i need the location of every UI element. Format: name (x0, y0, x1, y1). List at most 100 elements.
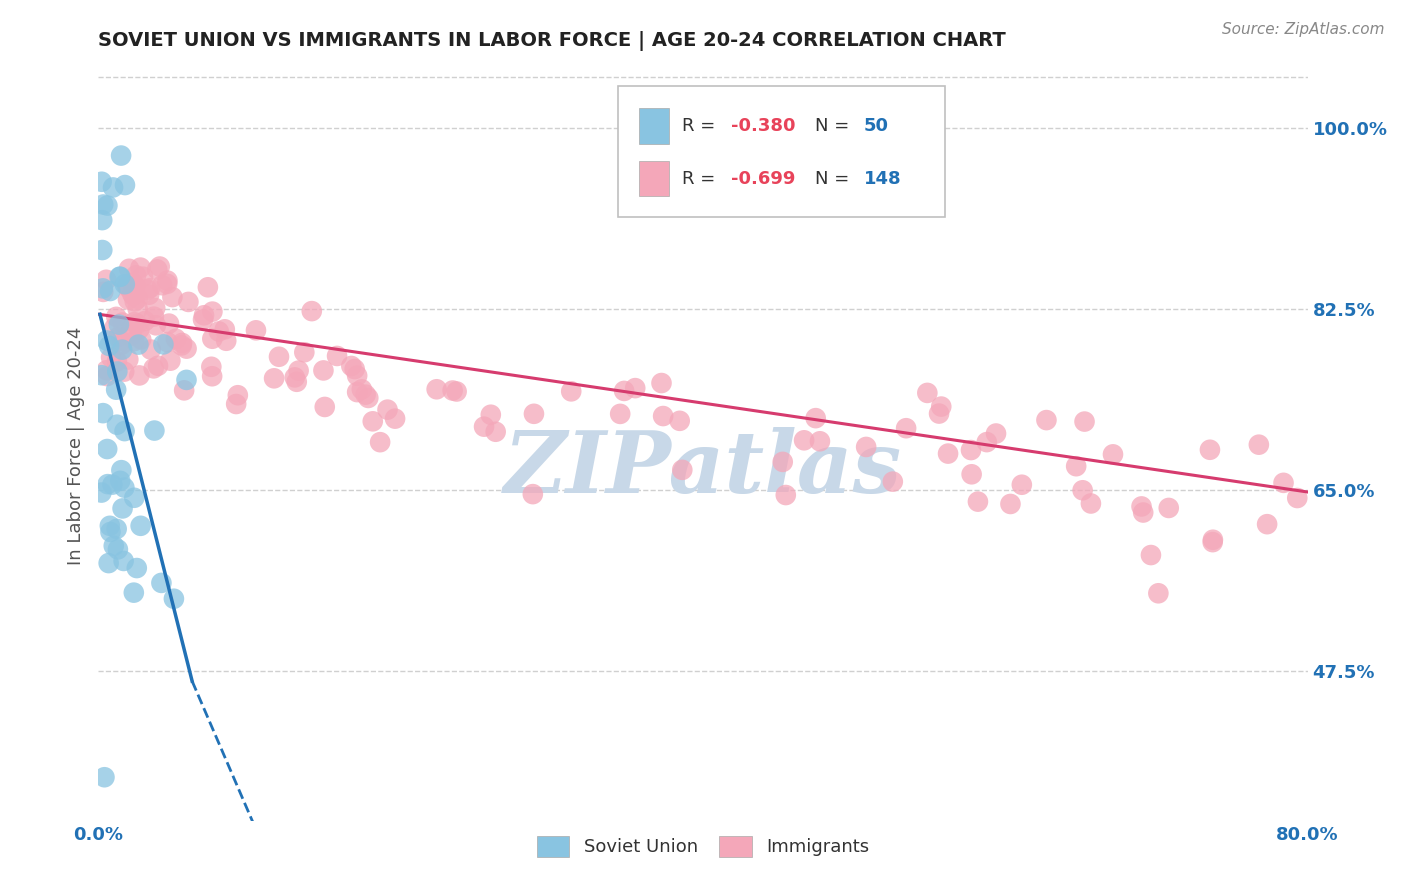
Point (671, 463, 693, 477)
Point (110, 148, 132, 162)
Point (301, 304, 323, 318)
Point (138, 287, 160, 301)
Point (139, 343, 162, 357)
Point (245, 323, 267, 337)
Point (267, 350, 290, 364)
Point (149, 260, 172, 274)
Text: SOVIET UNION VS IMMIGRANTS IN LABOR FORCE | AGE 20-24 CORRELATION CHART: SOVIET UNION VS IMMIGRANTS IN LABOR FORC… (98, 31, 1007, 52)
Point (121, 321, 143, 335)
Point (326, 349, 349, 363)
Point (111, 501, 134, 516)
Point (159, 353, 181, 368)
Point (90, 368, 112, 383)
Point (98, 518, 121, 533)
Point (624, 381, 647, 395)
Point (441, 384, 464, 398)
Point (150, 278, 173, 293)
Point (127, 301, 149, 316)
Text: R =: R = (682, 169, 721, 187)
Point (263, 371, 285, 385)
Point (609, 407, 631, 421)
Point (101, 477, 124, 491)
FancyBboxPatch shape (638, 161, 669, 196)
Point (98, 339, 121, 353)
Text: Source: ZipAtlas.com: Source: ZipAtlas.com (1222, 22, 1385, 37)
Point (292, 345, 315, 359)
Point (127, 292, 149, 306)
Point (114, 424, 136, 438)
Point (201, 304, 224, 318)
Point (112, 554, 135, 568)
Point (446, 384, 468, 399)
Point (1132, 506, 1154, 520)
Point (346, 368, 368, 383)
Point (125, 317, 148, 331)
Point (772, 455, 794, 469)
Point (156, 277, 179, 291)
Point (111, 316, 134, 330)
Point (652, 409, 675, 423)
Point (976, 435, 998, 450)
Point (855, 440, 877, 454)
Point (121, 286, 143, 301)
Point (108, 318, 131, 332)
Point (146, 359, 169, 373)
Point (142, 310, 165, 324)
Point (122, 585, 145, 599)
Point (129, 260, 152, 275)
Point (146, 262, 169, 277)
Point (917, 385, 939, 400)
Point (176, 342, 198, 356)
Point (361, 414, 384, 428)
Point (100, 351, 122, 365)
Text: R =: R = (682, 117, 721, 135)
Point (357, 391, 380, 405)
Point (132, 269, 155, 284)
Text: -0.380: -0.380 (731, 117, 796, 135)
Point (114, 277, 136, 292)
Point (346, 385, 368, 400)
Point (377, 402, 399, 417)
Point (98, 284, 121, 298)
Point (107, 542, 129, 557)
Point (1000, 497, 1022, 511)
Point (162, 290, 184, 304)
Point (201, 369, 224, 384)
Point (128, 368, 150, 383)
Point (668, 414, 690, 428)
FancyBboxPatch shape (619, 87, 945, 218)
Point (1064, 459, 1087, 474)
Point (136, 283, 159, 297)
Point (125, 268, 148, 283)
Point (134, 314, 156, 328)
Point (882, 475, 904, 489)
Point (111, 343, 134, 357)
Point (90, 485, 112, 500)
Point (150, 575, 173, 590)
Point (108, 474, 131, 488)
Point (1256, 517, 1278, 532)
Point (928, 407, 950, 421)
Point (101, 180, 124, 194)
Point (91, 243, 114, 257)
Point (143, 301, 166, 315)
Point (170, 338, 193, 352)
Point (426, 382, 449, 396)
Point (112, 365, 135, 379)
Point (143, 424, 166, 438)
Point (105, 383, 128, 397)
Point (208, 325, 231, 339)
Point (105, 354, 128, 368)
FancyBboxPatch shape (638, 108, 669, 144)
Point (103, 539, 125, 553)
Point (177, 294, 200, 309)
Point (129, 332, 152, 346)
Point (929, 400, 952, 414)
Point (117, 293, 139, 307)
Point (368, 435, 391, 450)
Point (314, 400, 336, 414)
Point (197, 280, 219, 294)
Point (1102, 447, 1125, 461)
Point (193, 308, 215, 322)
Point (1286, 491, 1309, 505)
